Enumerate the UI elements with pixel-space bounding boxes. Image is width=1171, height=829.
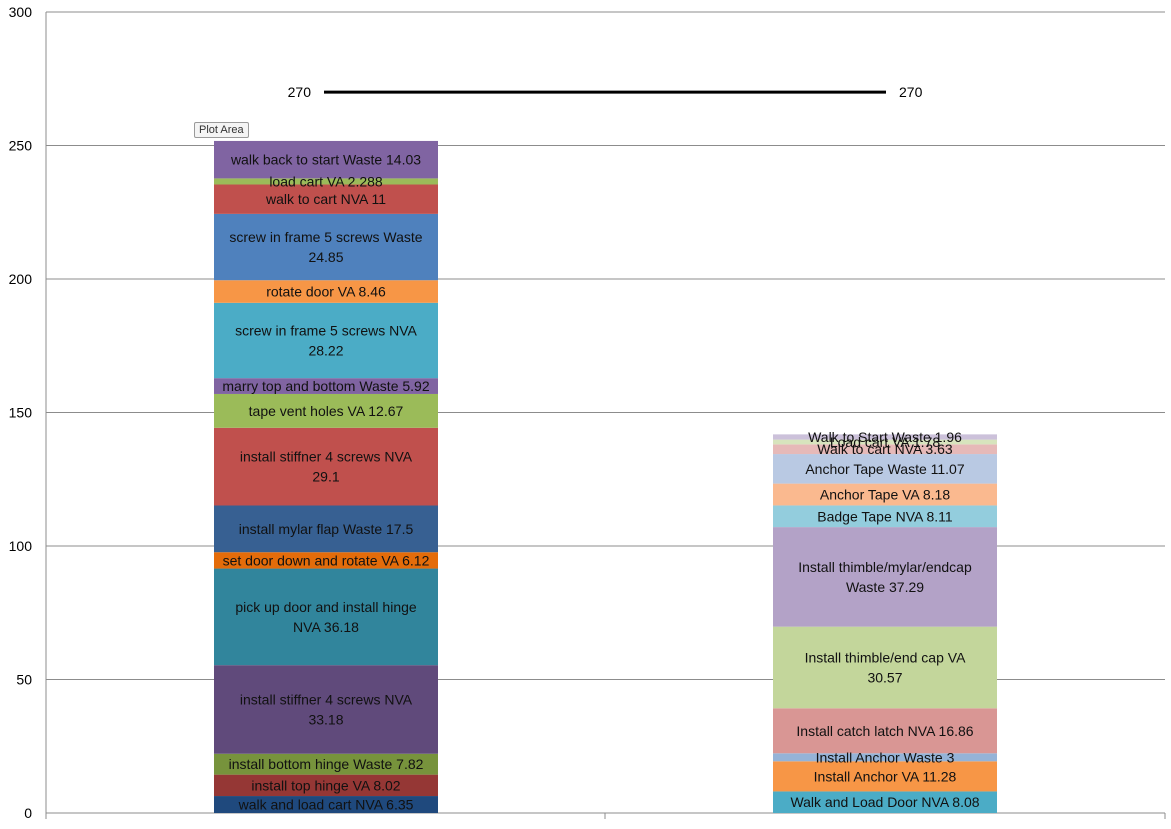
- bar-segment: [214, 378, 438, 394]
- bar-segment: [214, 427, 438, 506]
- segment-label: install stiffner 4 screws NVA 33.18: [240, 691, 413, 727]
- segment-label: walk and load cart NVA 6.35: [238, 797, 414, 813]
- segment-label: Install Anchor Waste 3: [816, 749, 955, 765]
- bar-segment: [773, 454, 997, 484]
- bar-segment: [214, 665, 438, 754]
- segment-label: Walk to Start Waste 1.96: [808, 429, 962, 445]
- bar-segment: [773, 626, 997, 709]
- bar-segment: [214, 753, 438, 775]
- segment-label: marry top and bottom Waste 5.92: [222, 378, 429, 394]
- segment-label: Install Anchor VA 11.28: [814, 768, 957, 784]
- segment-label: install stiffner 4 screws NVA 29.1: [240, 449, 413, 485]
- bar-segment: [214, 302, 438, 379]
- y-tick-label: 50: [16, 672, 32, 688]
- segment-label: Install thimble/end cap VA 30.57: [805, 649, 966, 685]
- y-tick-label: 150: [9, 405, 33, 421]
- segment-label: install top hinge VA 8.02: [251, 777, 400, 793]
- bar-segment: [214, 213, 438, 281]
- bar-segment: [214, 140, 438, 179]
- bar-segment: [214, 774, 438, 797]
- y-tick-label: 100: [9, 538, 33, 554]
- plot-area-tooltip: Plot Area: [194, 122, 249, 138]
- bar-segment: [214, 552, 438, 569]
- bar-segment: [773, 483, 997, 506]
- y-tick-label: 250: [9, 138, 33, 154]
- segment-label: Anchor Tape Waste 11.07: [805, 461, 964, 477]
- y-tick-label: 300: [9, 4, 33, 20]
- segment-label: install mylar flap Waste 17.5: [239, 521, 414, 537]
- bar-segment: [773, 753, 997, 762]
- segment-label: pick up door and install hinge NVA 36.18: [235, 599, 417, 635]
- segment-label: Badge Tape NVA 8.11: [817, 508, 953, 524]
- segment-label: load cart VA 2.288: [269, 173, 383, 189]
- segment-label: rotate door VA 8.46: [266, 284, 386, 300]
- bar-segment: [773, 434, 997, 440]
- segment-label: Walk to cart NVA 3.63: [817, 441, 953, 457]
- bar-segment: [214, 796, 438, 813]
- segment-label: Install catch latch NVA 16.86: [796, 723, 973, 739]
- segment-label: walk back to start Waste 14.03: [230, 152, 421, 168]
- bar-segment: [214, 280, 438, 303]
- segment-label: Load cart VA 1.78: [830, 434, 940, 450]
- bar-segment: [214, 178, 438, 185]
- reference-line-left-label: 270: [288, 84, 312, 100]
- bar-segment: [773, 439, 997, 445]
- bar-segment: [214, 184, 438, 214]
- segment-label: Anchor Tape VA 8.18: [820, 487, 950, 503]
- y-tick-label: 0: [24, 805, 32, 821]
- bar-segment: [214, 568, 438, 666]
- segment-label: tape vent holes VA 12.67: [249, 403, 404, 419]
- bar-segment: [773, 527, 997, 627]
- bar-segment: [773, 761, 997, 792]
- segment-label: install bottom hinge Waste 7.82: [229, 756, 424, 772]
- y-tick-label: 200: [9, 271, 33, 287]
- segment-label: Walk and Load Door NVA 8.08: [790, 794, 979, 810]
- segment-label: Install thimble/mylar/endcap Waste 37.29: [798, 559, 972, 595]
- bar-segment: [773, 505, 997, 528]
- segment-label: walk to cart NVA 11: [265, 191, 386, 207]
- bar-segment: [773, 444, 997, 455]
- reference-line-right-label: 270: [899, 84, 923, 100]
- bar-segment: [214, 393, 438, 428]
- bar-segment: [773, 791, 997, 813]
- bar-segment: [773, 708, 997, 754]
- segment-label: screw in frame 5 screws NVA 28.22: [235, 322, 417, 358]
- segment-label: screw in frame 5 screws Waste 24.85: [229, 229, 422, 265]
- bar-segment: [214, 505, 438, 553]
- segment-label: set door down and rotate VA 6.12: [223, 552, 430, 568]
